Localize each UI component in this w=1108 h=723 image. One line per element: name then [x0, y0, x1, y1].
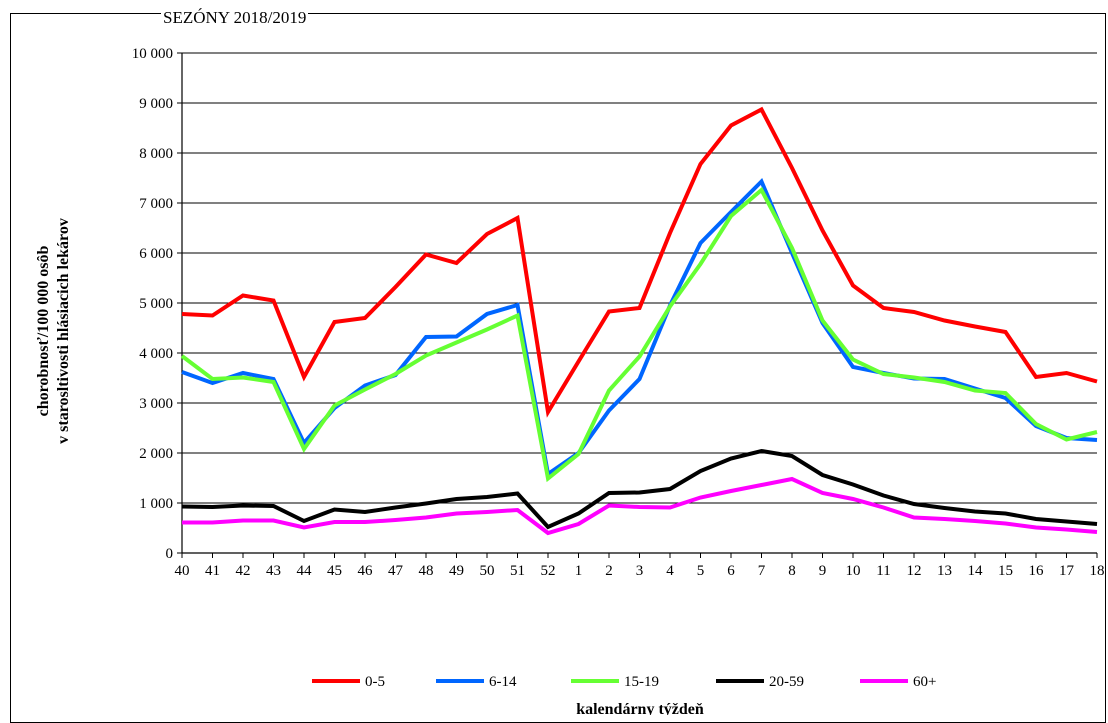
x-tick-label: 50: [480, 563, 495, 579]
x-tick-label: 3: [636, 563, 644, 579]
x-tick-label: 7: [758, 563, 766, 579]
x-tick-label: 43: [266, 563, 281, 579]
x-tick-label: 41: [205, 563, 220, 579]
x-tick-label: 52: [541, 563, 556, 579]
x-tick-label: 2: [605, 563, 613, 579]
x-tick-label: 48: [419, 563, 434, 579]
series-line-15-19: [180, 186, 1098, 483]
series-line-20-59: [181, 448, 1098, 530]
x-tick-label: 46: [358, 563, 374, 579]
y-tick-label: 7 000: [139, 196, 173, 212]
y-axis-label-line1: chorobnosť/100 000 osôb: [35, 246, 52, 417]
x-tick-label: 6: [727, 563, 735, 579]
chart-title: SEZÓNY 2018/2019: [161, 8, 309, 28]
x-tick-label: 18: [1090, 563, 1105, 579]
y-tick-label: 2 000: [139, 446, 173, 462]
x-tick-label: 12: [907, 563, 922, 579]
x-axis-label: kalendárny týždeň: [576, 701, 704, 715]
series-line-0-5: [181, 106, 1098, 418]
y-tick-label: 10 000: [132, 46, 173, 62]
legend: 0-5 6-14 15-19 20-59 60+: [312, 674, 936, 690]
legend-label-15-19: 15-19: [624, 674, 659, 690]
x-tick-label: 9: [819, 563, 827, 579]
y-tick-label: 5 000: [139, 296, 173, 312]
series-line-60+: [182, 476, 1098, 536]
x-tick-label: 13: [937, 563, 952, 579]
y-tick-label: 4 000: [139, 346, 173, 362]
legend-label-60+: 60+: [913, 674, 936, 690]
y-tick-label: 0: [166, 546, 174, 562]
x-tick-label: 8: [788, 563, 796, 579]
x-tick-label: 49: [449, 563, 464, 579]
x-tick-label: 45: [327, 563, 342, 579]
x-tick-labels: 40 41 42 43 44 45 46 47 48 49 50 51 52 1 2 3 4 5 6 7 8 9 10 11 1…: [175, 563, 1105, 579]
x-tick-label: 17: [1059, 563, 1075, 579]
y-tick-label: 3 000: [139, 396, 173, 412]
y-tick-label: 9 000: [139, 96, 173, 112]
y-tick-label: 8 000: [139, 146, 173, 162]
x-tick-label: 5: [697, 563, 705, 579]
x-tick-label: 15: [998, 563, 1013, 579]
legend-label-0-5: 0-5: [365, 674, 385, 690]
x-tick-label: 16: [1029, 563, 1045, 579]
legend-label-6-14: 6-14: [489, 674, 517, 690]
x-tick-label: 40: [175, 563, 190, 579]
y-tick-labels: 0 1 000 2 000 3 000 4 000 5 000 6 000 7 000 8 00…: [132, 46, 173, 562]
series-lines: [180, 106, 1098, 536]
legend-label-20-59: 20-59: [769, 674, 804, 690]
x-tick-label: 4: [666, 563, 674, 579]
grid-lines: [177, 52, 1097, 554]
x-tick-label: 11: [876, 563, 890, 579]
x-tick-label: 10: [846, 563, 861, 579]
x-tick-label: 1: [575, 563, 583, 579]
x-tick-label: 42: [236, 563, 251, 579]
x-tick-label: 51: [510, 563, 525, 579]
y-tick-label: 6 000: [139, 246, 173, 262]
y-tick-label: 1 000: [139, 496, 173, 512]
x-tick-label: 14: [968, 563, 984, 579]
x-tick-label: 44: [297, 563, 313, 579]
axes: [181, 53, 1098, 558]
y-axis-label-line2: v starosltivosti hlásiacich lekárov: [55, 218, 72, 444]
x-tick-label: 47: [388, 563, 404, 579]
